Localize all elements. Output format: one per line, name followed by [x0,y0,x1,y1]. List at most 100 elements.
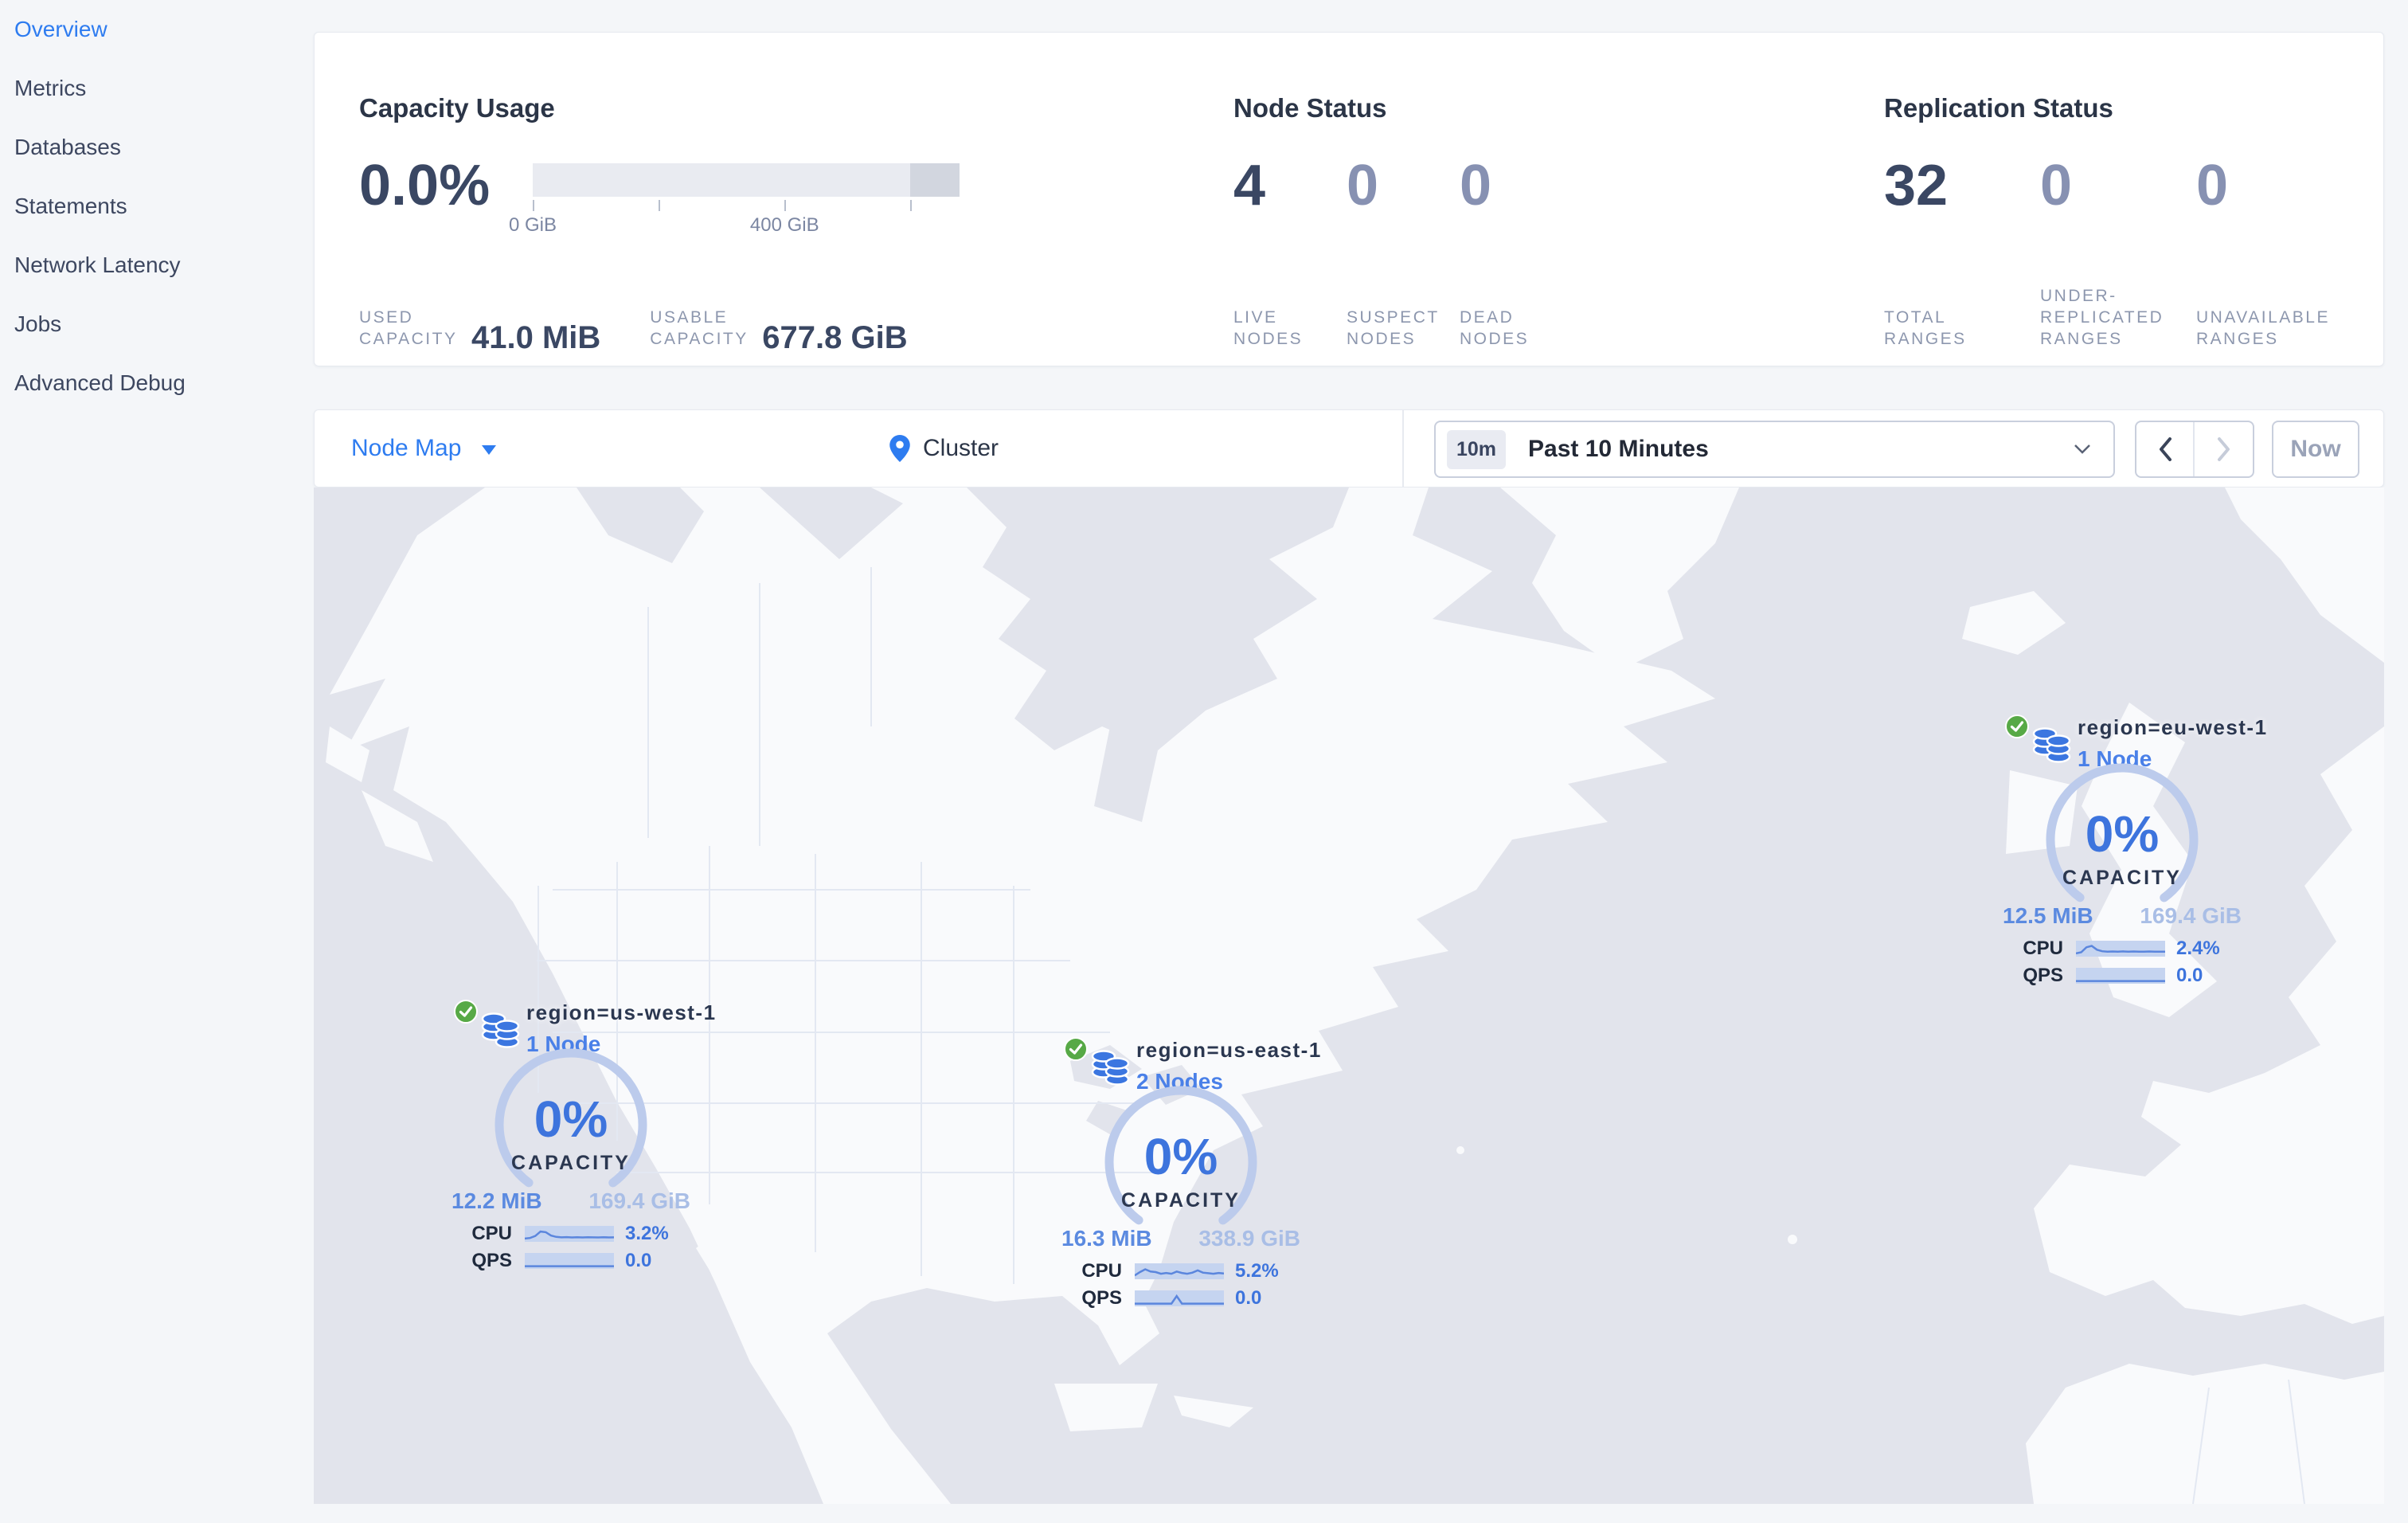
cpu-sparkline [2076,941,2165,957]
cpu-sparkline [525,1226,614,1242]
section-title: Node Status [1233,93,1387,123]
chevron-left-icon [2159,437,2172,461]
axis-tick-label: 0 GiB [508,214,557,236]
time-range-value: Past 10 Minutes [1528,436,1709,462]
gauge-percent: 0% [2085,805,2160,863]
qps-sparkline [1135,1290,1224,1306]
chevron-right-icon [2217,437,2230,461]
time-step-buttons [2135,421,2254,478]
stat-label: DEAD NODES [1460,308,1530,348]
qps-label: QPS [2023,965,2063,986]
sidebar-item-label: Statements [14,194,127,218]
qps-stat-row: QPS 0.0 [1073,1287,1296,1309]
total-ranges-count: 32 [1884,154,1949,217]
world-map-graphic [326,487,2384,1504]
capacity-gauge [2046,763,2199,916]
database-stack-icon [2032,727,2071,763]
used-capacity-stat: USED CAPACITY 41.0 MiB [359,307,600,354]
capacity-usage-section: Capacity Usage 0.0% 0 GiB 400 GiB [359,33,1235,367]
sidebar-item-advanced-debug[interactable]: Advanced Debug [0,354,312,413]
stat-label: UNAVAILABLE RANGES [2196,308,2330,348]
axis-tick [659,200,661,211]
stat-label: TOTAL RANGES [1884,308,1967,348]
region-marker-eu-west-1[interactable]: region=eu-west-1 1 Node 0% CAPACITY 12.5… [1987,712,2266,986]
qps-value: 0.0 [625,1250,652,1271]
live-nodes-count: 4 [1233,154,1266,217]
sidebar-item-statements[interactable]: Statements [0,177,312,236]
chevron-down-icon [482,445,497,455]
breadcrumb[interactable]: Cluster [889,410,999,487]
region-used-capacity: 12.5 MiB [2003,903,2093,928]
gauge-capacity-label: CAPACITY [511,1152,631,1174]
time-step-back-button[interactable] [2136,422,2195,476]
sidebar-item-label: Metrics [14,76,87,100]
healthy-check-icon [1064,1037,1088,1061]
now-button-label: Now [2290,436,2341,462]
region-label: region=eu-west-1 [2078,715,2268,739]
breadcrumb-label: Cluster [923,435,999,461]
region-marker-us-east-1[interactable]: region=us-east-1 2 Nodes 0% CAPACITY 16.… [1046,1035,1320,1309]
chevron-down-icon [2074,444,2090,454]
region-marker-us-west-1[interactable]: region=us-west-1 1 Node 0% CAPACITY 12.2… [436,997,715,1271]
sidebar-item-databases[interactable]: Databases [0,118,312,177]
replication-status-section: Replication Status 32 0 0 TOTAL RANGES U… [1884,33,2362,367]
unavailable-ranges-count: 0 [2196,154,2229,217]
under-replicated-ranges-count: 0 [2040,154,2073,217]
qps-value: 0.0 [2176,965,2203,986]
stat-label: UNDER-REPLICATED RANGES [2040,287,2164,348]
cpu-stat-row: CPU 2.4% [2014,938,2237,959]
node-status-section: Node Status 4 0 0 LIVE NODES SUSPECT NOD… [1233,33,1711,367]
time-step-forward-button[interactable] [2195,422,2253,476]
suspect-nodes-count: 0 [1347,154,1379,217]
now-button[interactable]: Now [2272,421,2359,478]
section-title: Capacity Usage [359,93,555,123]
sidebar-item-network-latency[interactable]: Network Latency [0,236,312,295]
cpu-value: 2.4% [2176,938,2220,959]
region-total-capacity: 338.9 GiB [1198,1226,1300,1251]
capacity-bar: 0 GiB 400 GiB [509,152,960,238]
toolbar-divider [1402,410,1404,487]
usable-capacity-stat: USABLE CAPACITY 677.8 GiB [650,307,907,354]
axis-tick [910,200,913,211]
stat-label: SUSPECT NODES [1347,308,1440,348]
sidebar-item-label: Overview [14,17,108,41]
qps-sparkline [2076,968,2165,984]
time-range-badge: 10m [1447,429,1507,469]
stat-label: LIVE NODES [1233,308,1304,348]
usable-capacity-value: 677.8 GiB [762,320,908,355]
stat-label: USED CAPACITY [359,308,458,348]
section-title: Replication Status [1884,93,2113,123]
qps-value: 0.0 [1235,1287,1262,1309]
stat-label: USABLE CAPACITY [650,308,749,348]
cpu-label: CPU [1081,1260,1122,1282]
capacity-bar-reserved-segment [910,163,960,197]
sidebar-item-jobs[interactable]: Jobs [0,295,312,354]
time-range-dropdown[interactable]: 10m Past 10 Minutes [1434,421,2115,478]
node-map: region=us-west-1 1 Node 0% CAPACITY 12.2… [314,487,2384,1504]
sidebar-item-metrics[interactable]: Metrics [0,59,312,118]
qps-stat-row: QPS 0.0 [463,1250,686,1271]
qps-sparkline [525,1253,614,1269]
cpu-label: CPU [471,1223,512,1244]
cpu-sparkline [1135,1263,1224,1279]
view-mode-label: Node Map [351,435,462,461]
cluster-summary-panel: Capacity Usage 0.0% 0 GiB 400 GiB [314,32,2384,366]
region-used-capacity: 16.3 MiB [1061,1226,1152,1251]
qps-label: QPS [1081,1287,1122,1309]
gauge-capacity-label: CAPACITY [1121,1189,1241,1212]
map-toolbar: Node Map Cluster 10m Past 10 Minutes [314,409,2384,487]
cpu-label: CPU [2023,938,2063,959]
capacity-gauge [1104,1086,1257,1239]
healthy-check-icon [454,1000,478,1024]
view-mode-dropdown[interactable]: Node Map [351,410,497,487]
database-stack-icon [481,1012,520,1048]
gauge-capacity-label: CAPACITY [2062,867,2182,889]
location-pin-icon [889,435,910,462]
cpu-stat-row: CPU 3.2% [463,1223,686,1244]
axis-tick [784,200,787,211]
region-label: region=us-east-1 [1136,1038,1322,1062]
qps-label: QPS [471,1250,512,1271]
region-label: region=us-west-1 [526,1000,717,1024]
sidebar-item-overview[interactable]: Overview [0,0,312,59]
gauge-percent: 0% [534,1090,608,1148]
